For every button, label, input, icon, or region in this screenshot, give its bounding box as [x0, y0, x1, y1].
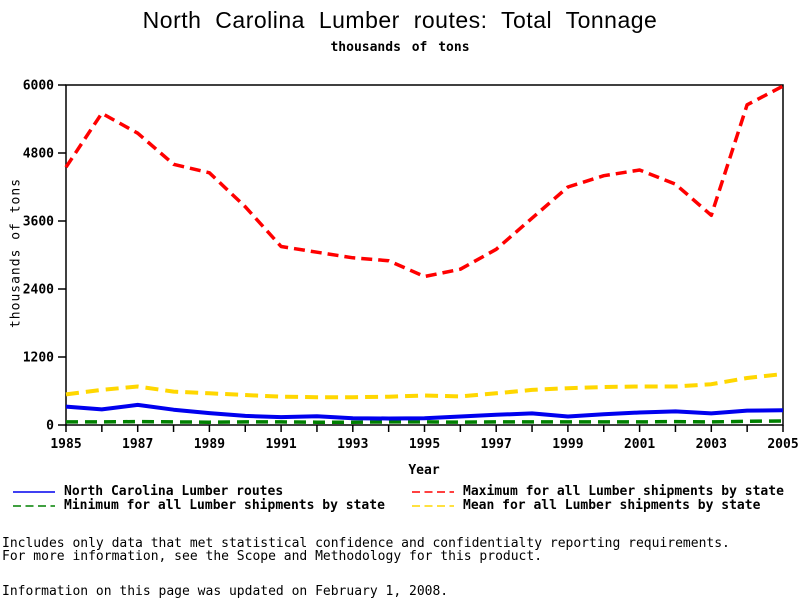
x-tick-label: 1989	[194, 437, 225, 452]
legend-label: Mean for all Lumber shipments by state	[463, 498, 761, 513]
legend-label: Maximum for all Lumber shipments by stat…	[463, 484, 784, 499]
x-axis-label: Year	[408, 463, 440, 478]
x-tick-label: 1985	[50, 437, 81, 452]
chart-subtitle: thousands of tons	[330, 40, 470, 55]
series-line-1	[64, 84, 784, 279]
y-tick-label: 2400	[23, 283, 54, 298]
chart-title: North Carolina Lumber routes: Total Tonn…	[142, 7, 658, 33]
series-line-2	[66, 419, 784, 424]
legend-label: Minimum for all Lumber shipments by stat…	[64, 498, 385, 513]
x-tick-label: 1987	[122, 437, 153, 452]
legend-item-1: Maximum for all Lumber shipments by stat…	[412, 485, 784, 498]
x-tick-label: 2003	[696, 437, 727, 452]
series-line-3	[65, 372, 784, 400]
legend-label: North Carolina Lumber routes	[64, 484, 284, 499]
footnote-line-1: Includes only data that met statistical …	[2, 536, 730, 551]
y-axis-label: thousands of tons	[8, 177, 24, 329]
series-line-0	[65, 402, 784, 421]
x-tick-label: 1999	[552, 437, 583, 452]
plot-frame	[65, 84, 784, 426]
x-tick-label: 1995	[409, 437, 440, 452]
x-tick-label: 1997	[481, 437, 512, 452]
plot-area: 0 1200 2400 3600 4800 6000 1985 1987 1989 1991 199…	[23, 79, 799, 453]
x-tick-label: 2001	[624, 437, 655, 452]
footnote-line-2: For more information, see the Scope and …	[2, 549, 543, 564]
legend-item-3: Mean for all Lumber shipments by state	[412, 499, 760, 512]
x-tick-label: 1991	[265, 437, 296, 452]
x-tick-label: 1993	[337, 437, 368, 452]
y-tick-label: 4800	[23, 147, 54, 162]
y-tick-label: 1200	[23, 351, 54, 366]
y-tick-label: 3600	[23, 215, 54, 230]
y-tick-label: 0	[46, 419, 54, 434]
legend-swatch-icon	[13, 504, 55, 507]
y-tick-label: 6000	[23, 79, 54, 94]
footnote-updated: Information on this page was updated on …	[2, 584, 449, 599]
legend-swatch-icon	[412, 504, 454, 507]
legend-item-0: North Carolina Lumber routes	[13, 485, 283, 498]
legend-item-2: Minimum for all Lumber shipments by stat…	[13, 499, 385, 512]
legend-swatch-icon	[412, 490, 454, 493]
legend-swatch-icon	[13, 490, 55, 493]
x-tick-label: 2005	[767, 437, 798, 452]
